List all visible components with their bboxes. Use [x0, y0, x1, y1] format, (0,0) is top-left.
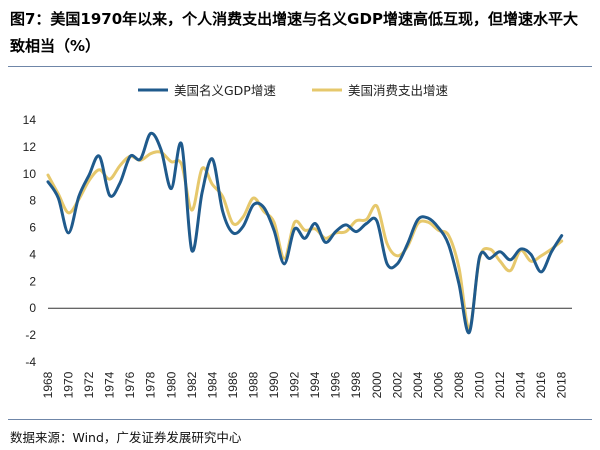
x-tick-label: 1990: [267, 371, 281, 398]
x-tick-label: 1968: [41, 371, 55, 398]
title-divider: [8, 66, 592, 67]
x-tick-label: 1976: [123, 371, 137, 398]
x-tick-label: 2008: [452, 371, 466, 398]
y-tick-label: -2: [25, 328, 36, 342]
gdp-series-line: [46, 131, 564, 334]
x-tick-label: 1980: [164, 371, 178, 398]
legend-item-consumption: 美国消费支出增速: [312, 83, 449, 98]
x-tick-label: 1996: [329, 371, 343, 398]
legend-label: 美国消费支出增速: [348, 83, 449, 98]
y-tick-label: -4: [25, 355, 36, 369]
y-tick-label: 12: [23, 140, 37, 154]
y-tick-label: 6: [29, 221, 36, 235]
x-tick-label: 2010: [473, 371, 487, 398]
x-tick-label: 1986: [226, 371, 240, 398]
y-tick-label: 10: [23, 167, 37, 181]
x-tick-label: 2014: [514, 371, 528, 398]
x-tick-label: 2000: [370, 371, 384, 398]
y-tick-label: 14: [23, 113, 37, 127]
source-note: 数据来源：Wind，广发证券发展研究中心: [10, 430, 242, 445]
x-axis-ticks: 1968 1970 1972 1974 1976 1978 1980 1982 1984 1986…: [41, 371, 569, 398]
x-tick-label: 2004: [411, 371, 425, 398]
x-tick-label: 1972: [82, 371, 96, 398]
x-tick-label: 2016: [534, 371, 548, 398]
footer-divider: [8, 419, 592, 420]
legend: 美国名义GDP增速 美国消费支出增速: [138, 83, 449, 98]
page-title: 图7：美国1970年以来，个人消费支出增速与名义GDP增速高低互现，但增速水平大…: [10, 10, 578, 55]
consumption-series-line: [46, 150, 564, 330]
x-tick-label: 1970: [62, 371, 76, 398]
y-tick-label: 0: [29, 301, 36, 315]
series-layer: [46, 131, 564, 334]
y-tick-label: 8: [29, 194, 36, 208]
y-tick-label: 2: [29, 274, 36, 288]
x-tick-label: 2012: [493, 371, 507, 398]
x-tick-label: 1994: [308, 371, 322, 398]
x-tick-label: 2018: [555, 371, 569, 398]
x-tick-label: 2006: [431, 371, 445, 398]
y-tick-label: 4: [29, 247, 36, 261]
x-tick-label: 1974: [103, 371, 117, 398]
legend-label: 美国名义GDP增速: [174, 83, 276, 98]
legend-item-gdp: 美国名义GDP增速: [138, 83, 276, 98]
x-tick-label: 1982: [185, 371, 199, 398]
x-tick-label: 2002: [390, 371, 404, 398]
x-tick-label: 1978: [144, 371, 158, 398]
x-tick-label: 1998: [349, 371, 363, 398]
x-tick-label: 1984: [205, 371, 219, 398]
y-axis-ticks: -4 -2 0 2 4 6 8 10 12 14: [23, 113, 37, 369]
x-tick-label: 1992: [288, 371, 302, 398]
x-tick-label: 1988: [246, 371, 260, 398]
